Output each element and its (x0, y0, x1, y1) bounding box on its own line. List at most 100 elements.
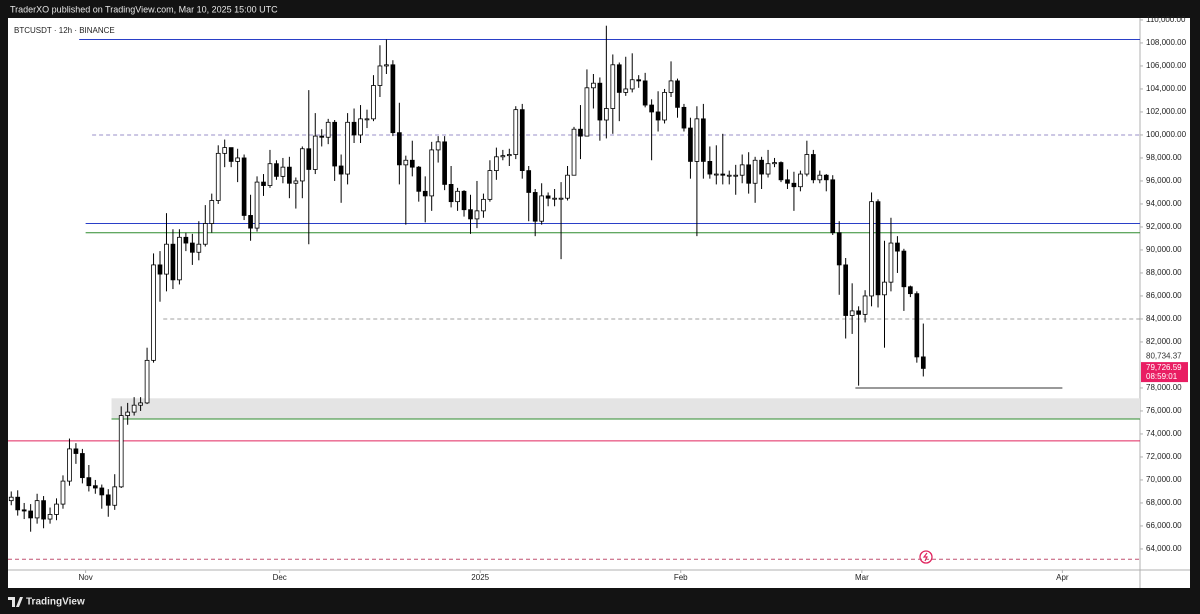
candle-body (468, 209, 473, 220)
y-tick-label: 102,000.00 (1146, 107, 1187, 116)
y-tick-label: 100,000.00 (1146, 130, 1187, 139)
candle-body (183, 236, 189, 244)
footer-brand: TradingView (26, 597, 85, 608)
candle-body (888, 242, 894, 283)
candle-body (810, 154, 816, 181)
candle-body (41, 500, 46, 520)
y-tick-label: 66,000.00 (1146, 521, 1182, 530)
candle-body (254, 181, 260, 229)
candle-body (830, 179, 836, 234)
candle-body (869, 201, 874, 297)
candle-body (875, 201, 881, 296)
candle-body (248, 215, 253, 229)
candle-body (739, 164, 745, 176)
candle-body (280, 166, 286, 177)
candle-body (306, 148, 312, 170)
candle-body (190, 242, 195, 253)
y-tick-label: 78,000.00 (1146, 383, 1182, 392)
x-tick-label: Nov (79, 573, 93, 582)
candle-body (487, 170, 493, 200)
candle-body (642, 80, 648, 106)
candle-body (726, 174, 732, 177)
candle-body (610, 64, 616, 109)
candle-body (862, 295, 868, 315)
candle-body (177, 236, 182, 281)
candle-body (397, 132, 402, 166)
candle-body (390, 64, 396, 134)
y-tick-label: 72,000.00 (1146, 452, 1182, 461)
candle-body (474, 210, 480, 220)
candle-body (112, 486, 118, 506)
candle-body (228, 147, 234, 162)
candle-body (416, 166, 422, 192)
candle-body (325, 121, 331, 138)
candle-body (545, 195, 551, 199)
candle-body (772, 162, 777, 165)
candle-body (274, 163, 279, 177)
candle-body (823, 174, 829, 181)
candle-body (442, 141, 447, 185)
y-tick-label: 74,000.00 (1146, 429, 1182, 438)
candle-body (481, 198, 486, 212)
candle-body (655, 111, 661, 121)
candle-body (785, 179, 790, 184)
y-tick-label: 104,000.00 (1146, 84, 1187, 93)
candle-body (144, 359, 150, 404)
candle-body (623, 88, 629, 93)
candle-body (267, 163, 273, 186)
candle-body (882, 281, 887, 296)
candle-body (371, 85, 376, 120)
candle-body (701, 118, 706, 162)
candle-body (920, 356, 926, 369)
candle-body (688, 127, 693, 162)
y-tick-label: 76,000.00 (1146, 406, 1182, 415)
candle-body (377, 65, 383, 86)
candle-body (778, 162, 784, 181)
candle-body (604, 108, 609, 121)
y-tick-label: 90,000.00 (1146, 245, 1182, 254)
logo (8, 597, 23, 607)
candle-body (15, 496, 21, 511)
y-tick-label: 108,000.00 (1146, 38, 1187, 47)
candle-body (448, 184, 454, 203)
candle-body (597, 82, 603, 121)
candle-body (384, 64, 389, 67)
y-tick-label: 68,000.00 (1146, 498, 1182, 507)
candle-body (86, 477, 92, 487)
candle-body (513, 109, 519, 155)
y-tick-label: 92,000.00 (1146, 222, 1182, 231)
candle-body (332, 121, 338, 167)
candle-body (733, 174, 739, 177)
candle-body (293, 180, 299, 184)
countdown-label: 08:59:01 (1146, 372, 1178, 381)
candle-body (235, 157, 240, 162)
candle-body (209, 200, 215, 224)
candle-body (131, 404, 137, 413)
candle-body (506, 154, 512, 157)
candle-body (629, 79, 635, 90)
candle-body (364, 118, 370, 121)
candle-body (125, 411, 131, 416)
candle-body (662, 92, 667, 121)
candle-body (895, 242, 900, 252)
candle-body (319, 135, 325, 138)
candle-body (804, 154, 810, 175)
candle-body (500, 155, 506, 158)
candle-body (409, 159, 415, 168)
candle-body (312, 135, 318, 170)
candle-body (351, 121, 357, 136)
y-tick-label: 110,000.00 (1146, 15, 1186, 24)
candle-body (675, 80, 680, 108)
candle-body (856, 310, 861, 315)
candle-body (591, 82, 596, 89)
candle-body (649, 104, 654, 113)
candle-body (105, 494, 111, 506)
candle-body (532, 192, 538, 222)
y-tick-label: 94,000.00 (1146, 199, 1182, 208)
candle-body (668, 80, 674, 93)
candle-body (196, 243, 202, 253)
candle-body (164, 243, 169, 275)
candle-body (422, 190, 428, 197)
candle-body (241, 157, 247, 216)
candle-body (539, 195, 544, 222)
